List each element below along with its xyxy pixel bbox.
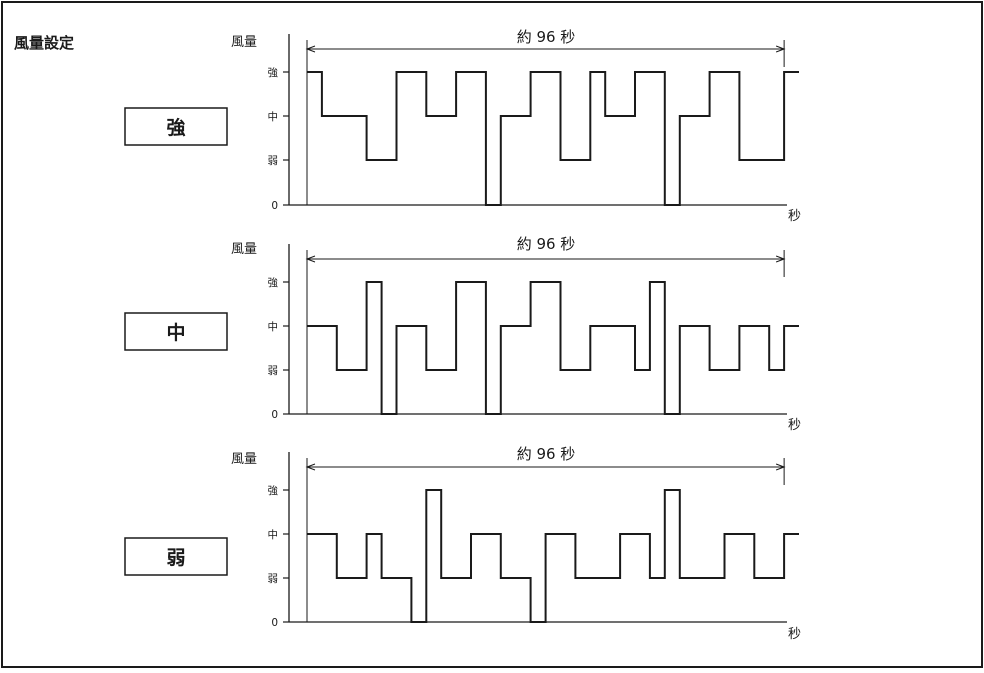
mode-box <box>124 537 228 576</box>
level-label-low: 弱 <box>268 365 279 377</box>
y-axis-label: 風量 <box>231 452 257 467</box>
level-label-high: 強 <box>268 66 279 79</box>
x-axis-unit: 秒 <box>788 418 801 433</box>
duration-arrowhead-right <box>775 45 786 53</box>
duration-arrowhead-left <box>305 255 316 263</box>
mode-box <box>124 312 228 351</box>
duration-arrowhead-right <box>775 463 786 471</box>
level-label-zero: 0 <box>271 200 278 212</box>
duration-arrowhead-right <box>775 255 786 263</box>
airflow-waveform <box>307 71 799 206</box>
level-label-zero: 0 <box>271 617 278 629</box>
x-axis-unit: 秒 <box>788 627 801 642</box>
airflow-waveform <box>307 281 799 415</box>
mode-label: 強 <box>166 117 185 139</box>
airflow-waveform <box>307 489 799 623</box>
panel-weak: 弱 風量 強 中 弱 0 約 96 秒 秒 <box>124 445 801 642</box>
level-label-high: 強 <box>268 484 279 497</box>
mode-box <box>124 107 228 146</box>
x-axis-unit: 秒 <box>788 209 801 224</box>
level-label-low: 弱 <box>268 573 279 585</box>
mode-label: 中 <box>166 321 185 344</box>
panel-strong: 強 風量 強 中 弱 0 約 96 秒 秒 <box>124 28 801 224</box>
duration-arrowhead-left <box>305 463 316 471</box>
duration-label: 約 96 秒 <box>517 28 576 46</box>
panel-medium: 中 風量 強 中 弱 0 約 96 秒 秒 <box>124 235 801 433</box>
y-axis-label: 風量 <box>231 35 257 50</box>
level-label-low: 弱 <box>268 155 279 167</box>
page-title: 風量設定 <box>14 34 74 52</box>
y-axis-label: 風量 <box>231 242 257 257</box>
level-label-mid: 中 <box>268 110 279 123</box>
duration-label: 約 96 秒 <box>517 445 576 463</box>
level-label-zero: 0 <box>271 409 278 421</box>
duration-label: 約 96 秒 <box>517 235 576 253</box>
mode-label: 弱 <box>166 547 185 569</box>
level-label-high: 強 <box>268 276 279 289</box>
level-label-mid: 中 <box>268 320 279 333</box>
duration-arrowhead-left <box>305 45 316 53</box>
level-label-mid: 中 <box>268 528 279 541</box>
